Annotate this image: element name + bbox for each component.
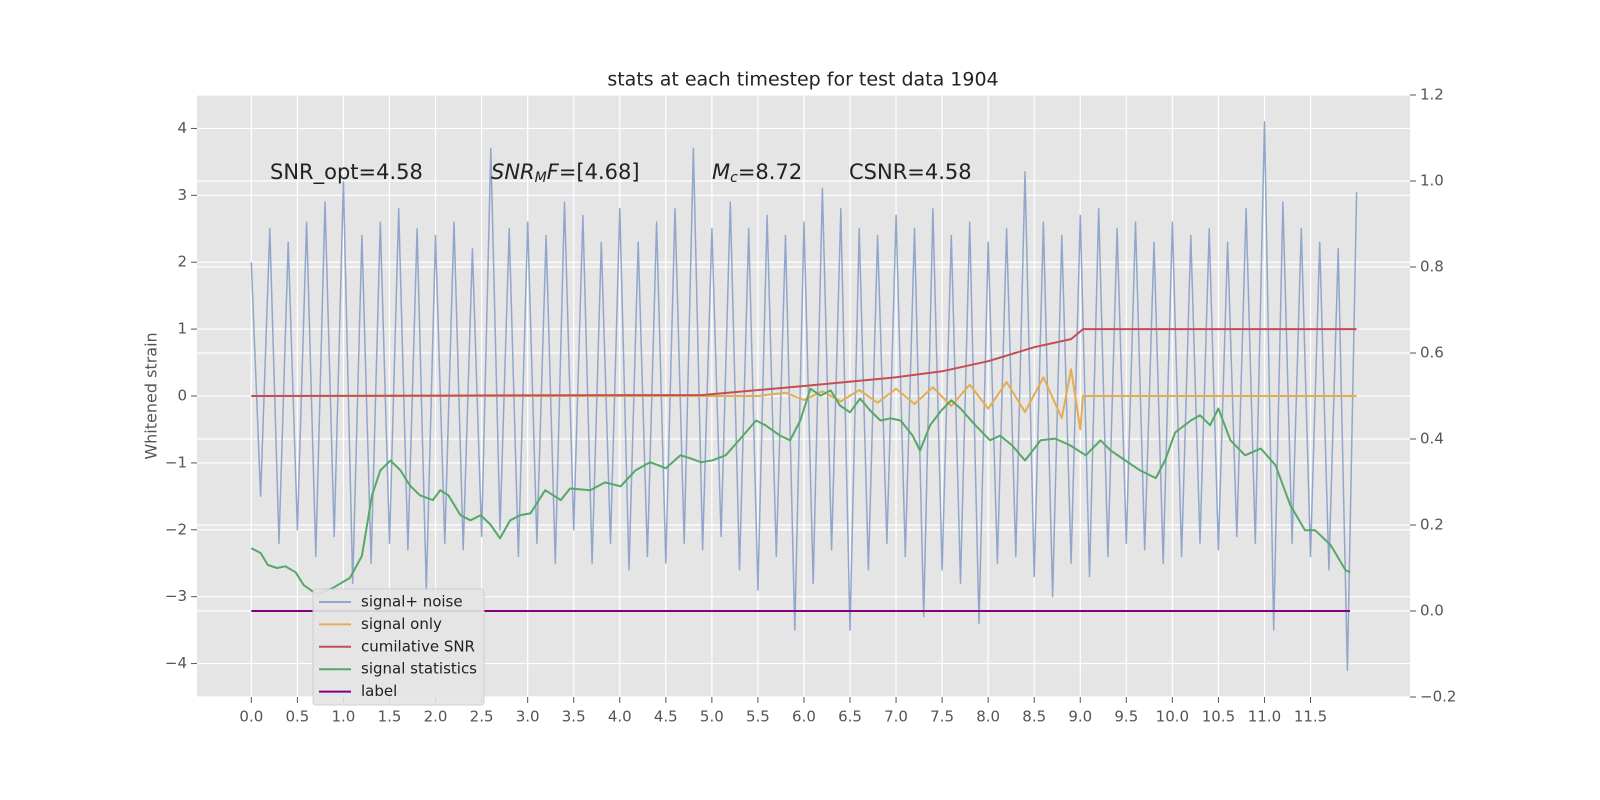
x-tick-label: 9.0 xyxy=(1068,708,1092,726)
annotation: CSNR=4.58 xyxy=(849,160,972,184)
annotation-part: CSNR=4.58 xyxy=(849,160,972,184)
x-tick-label: 0.0 xyxy=(239,708,263,726)
x-tick-label: 6.5 xyxy=(838,708,862,726)
x-tick-label: 7.0 xyxy=(884,708,908,726)
x-tick-label: 8.0 xyxy=(976,708,1000,726)
x-tick-label: 3.0 xyxy=(516,708,540,726)
y2-tick-label: 0.0 xyxy=(1420,602,1444,620)
x-tick-label: 8.5 xyxy=(1022,708,1046,726)
legend-box xyxy=(312,588,485,706)
y-tick-label: 3 xyxy=(177,186,187,204)
y-tick-label: −1 xyxy=(165,453,187,471)
annotation-part: M xyxy=(712,160,730,184)
x-tick-label: 1.5 xyxy=(378,708,402,726)
series-line xyxy=(250,387,1351,596)
annotation: SNRMF=[4.68] xyxy=(491,160,640,186)
annotation-part: F xyxy=(547,160,560,184)
annotation-part: =[4.68] xyxy=(559,160,640,184)
legend-label: signal only xyxy=(361,615,442,633)
series-line xyxy=(251,368,1357,431)
annotation: Mc=8.72 xyxy=(712,160,802,186)
x-tick-label: 0.5 xyxy=(285,708,309,726)
x-tick-label: 5.5 xyxy=(746,708,770,726)
legend-label: signal statistics xyxy=(361,660,477,678)
annotation-part: c xyxy=(730,170,738,186)
y-tick-label: −4 xyxy=(165,654,187,672)
x-tick-label: 10.0 xyxy=(1156,708,1189,726)
y-tick-label: 2 xyxy=(177,253,187,271)
y2-tick-label: 0.4 xyxy=(1420,430,1444,448)
legend-label: signal+ noise xyxy=(361,593,463,611)
y2-tick-label: −0.2 xyxy=(1420,688,1456,706)
x-tick-label: 11.5 xyxy=(1294,708,1327,726)
x-tick-label: 5.0 xyxy=(700,708,724,726)
annotation-part: SNR_opt=4.58 xyxy=(270,160,423,185)
axes: 0.0 0.5 1.0 1.5 2.0 2.5 3.0 3.5 4.0 4.5 5.0 5.5 6.0 6… xyxy=(165,86,1457,726)
y-tick-label: 4 xyxy=(177,119,187,137)
x-tick-label: 4.0 xyxy=(608,708,632,726)
x-tick-label: 2.0 xyxy=(424,708,448,726)
legend: signal+ noise signal only cumilative SNR si… xyxy=(312,588,485,706)
x-tick-label: 4.5 xyxy=(654,708,678,726)
annotations: SNR_opt=4.58 SNRMF=[4.68] Mc=8.72 CSNR=4.58 xyxy=(270,160,972,186)
legend-label: cumilative SNR xyxy=(361,637,475,655)
annotation-part: SNR xyxy=(491,160,535,184)
x-tick-label: 6.0 xyxy=(792,708,816,726)
y2-tick-label: 0.2 xyxy=(1420,516,1444,534)
x-tick-label: 11.0 xyxy=(1248,708,1281,726)
y2-tick-label: 1.2 xyxy=(1420,86,1444,104)
y-tick-label: 1 xyxy=(177,320,187,338)
x-tick-label: 7.5 xyxy=(930,708,954,726)
series-line xyxy=(251,328,1357,397)
x-tick-label: 9.5 xyxy=(1114,708,1138,726)
annotation-part: =8.72 xyxy=(738,160,802,184)
y2-tick-label: 0.6 xyxy=(1420,344,1444,362)
y2-tick-label: 1.0 xyxy=(1420,172,1444,190)
x-tick-label: 3.5 xyxy=(562,708,586,726)
y2-tick-label: 0.8 xyxy=(1420,258,1444,276)
legend-label: label xyxy=(361,682,397,700)
annotation: SNR_opt=4.58 xyxy=(270,160,423,185)
x-tick-label: 1.0 xyxy=(332,708,356,726)
annotation-part: M xyxy=(535,170,547,186)
x-tick-label: 10.5 xyxy=(1202,708,1235,726)
series-line xyxy=(250,121,1358,671)
y-tick-label: −2 xyxy=(165,520,187,538)
chart-title: stats at each timestep for test data 190… xyxy=(607,69,998,91)
y-tick-label: −3 xyxy=(165,587,187,605)
x-tick-label: 2.5 xyxy=(470,708,494,726)
y-tick-label: 0 xyxy=(177,387,187,405)
y-axis-label: Whitened strain xyxy=(142,332,161,459)
